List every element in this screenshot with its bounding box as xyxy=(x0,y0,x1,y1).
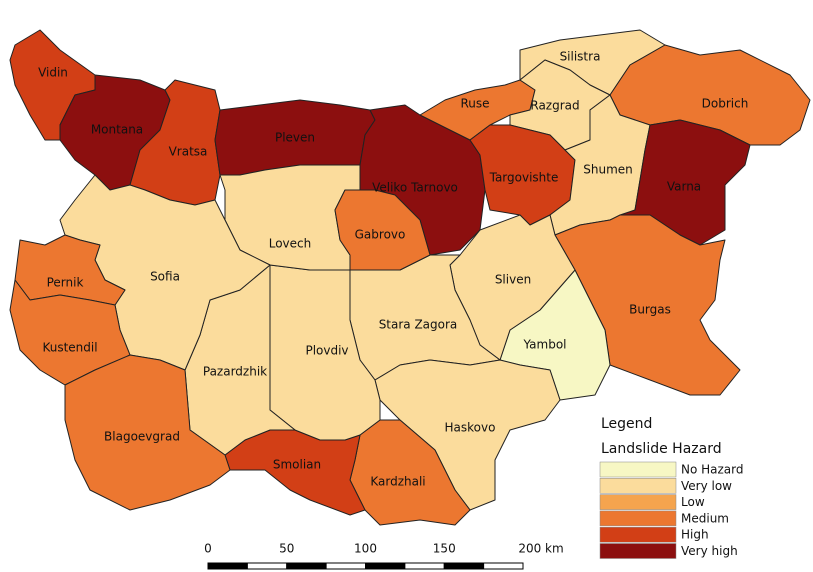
legend-swatch xyxy=(599,478,677,494)
region xyxy=(64,354,231,511)
scale-segment xyxy=(443,562,485,570)
legend-label: High xyxy=(681,528,709,542)
legend-swatch xyxy=(599,461,677,478)
legend-label: Medium xyxy=(681,511,729,525)
scale-segment xyxy=(246,562,288,570)
scale-label: 50 xyxy=(279,542,294,556)
region-label: Shumen xyxy=(583,163,633,177)
legend: No Hazard Very low Low Medium High Very high xyxy=(599,461,744,559)
scale-segment xyxy=(365,562,406,570)
region-label: Vratsa xyxy=(169,145,208,159)
region-label: Vidin xyxy=(38,66,68,80)
region-label: Gabrovo xyxy=(355,228,406,242)
region-label: Haskovo xyxy=(445,421,496,435)
region xyxy=(224,429,366,516)
legend-label: Low xyxy=(681,495,705,509)
legend-swatch xyxy=(599,494,677,510)
region-label: Burgas xyxy=(629,303,671,317)
region-label: Dobrich xyxy=(702,97,749,111)
region-label: Smolian xyxy=(273,458,321,472)
region-label: Kustendil xyxy=(42,341,97,355)
region-label: Pernik xyxy=(47,276,84,290)
region-label: Blagoevgrad xyxy=(104,430,180,444)
legend-title: Legend xyxy=(601,416,652,432)
scale-segment xyxy=(325,562,366,570)
scale-segment xyxy=(286,562,327,570)
legend-subtitle: Landslide Hazard xyxy=(601,441,722,457)
region-label: Plovdiv xyxy=(305,344,348,358)
region-label: Pazardzhik xyxy=(203,365,267,379)
region-label: Razgrad xyxy=(530,99,579,113)
scale-label: 100 xyxy=(354,542,377,556)
legend-swatch xyxy=(599,543,677,559)
region-label: Targovishte xyxy=(489,171,559,185)
region xyxy=(334,189,431,271)
legend-swatch xyxy=(599,526,677,543)
region-label: Silistra xyxy=(560,50,601,64)
region-labels: Vidin Montana Vratsa Pleven Veliko Tarnovo Ru… xyxy=(38,50,748,489)
region-label: Ruse xyxy=(460,97,489,111)
region-label: Veliko Tarnovo xyxy=(372,181,458,195)
scale-label: 200 km xyxy=(518,542,563,556)
scale-segment xyxy=(404,562,445,570)
region-label: Lovech xyxy=(269,237,312,251)
region-label: Sofia xyxy=(150,270,180,284)
region-label: Kardzhali xyxy=(370,475,425,489)
region-label: Varna xyxy=(667,180,701,194)
legend-label: Very low xyxy=(681,479,732,493)
scale-segment xyxy=(207,562,248,570)
region-label: Pleven xyxy=(275,131,315,145)
region-label: Stara Zagora xyxy=(379,318,458,332)
legend-label: No Hazard xyxy=(681,463,744,477)
region-label: Sliven xyxy=(495,273,531,287)
scale-label: 150 xyxy=(433,542,456,556)
legend-label: Very high xyxy=(681,544,738,558)
scale-segment xyxy=(483,562,524,570)
legend-swatch xyxy=(599,510,677,527)
scale-label: 0 xyxy=(204,542,212,556)
regions xyxy=(9,29,811,526)
region-label: Yambol xyxy=(522,338,566,352)
region-label: Montana xyxy=(91,123,143,137)
scale-bar: 0 50 100 150 200 km xyxy=(204,542,564,570)
